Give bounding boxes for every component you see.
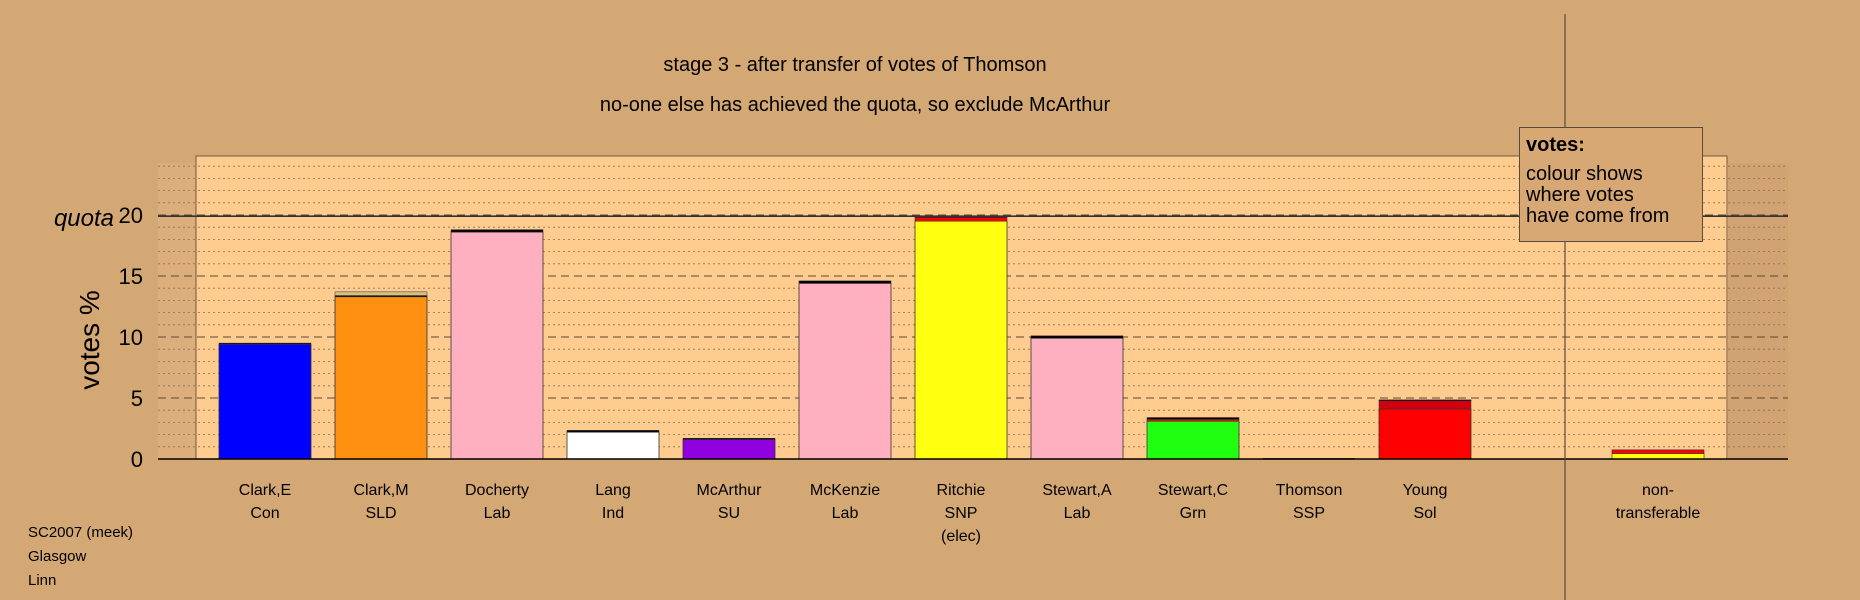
footer-line-2: Glasgow: [28, 548, 87, 565]
bar-transfer-segment: [566, 430, 660, 433]
x-label-extra: (elec): [941, 528, 981, 545]
y-tick-label: 5: [131, 386, 143, 411]
x-label-party: Lab: [484, 505, 511, 522]
bar-transfer-segment: [450, 229, 544, 233]
x-label-name: Young: [1403, 482, 1448, 499]
bar-transfer-segment: [1146, 417, 1240, 420]
bar-transfer-segment: [218, 342, 312, 345]
bar-transfer-segment: [334, 291, 428, 296]
bar-transfer-segment: [798, 280, 892, 284]
quota-label: quota: [54, 205, 114, 232]
axis: 0 5 10 15 20: [119, 14, 1788, 600]
plot-shade: [1727, 163, 1788, 459]
chart-subtitle: no-one else has achieved the quota, so e…: [600, 94, 1111, 116]
x-label-name: Clark,M: [353, 482, 408, 499]
bar-transfer-segment: [682, 438, 776, 440]
bar-transfer-segment: [1378, 399, 1472, 402]
y-axis-label: votes %: [74, 290, 105, 390]
bars: [218, 215, 1705, 460]
x-label-name: Stewart,A: [1042, 482, 1112, 499]
x-label-name: Stewart,C: [1158, 482, 1228, 499]
y-tick-label: 15: [119, 264, 143, 289]
legend: votes: colour shows where votes have com…: [1519, 127, 1703, 242]
x-label-party: SNP: [945, 505, 978, 522]
bar-transfer-segment: [1378, 400, 1472, 410]
chart-title: stage 3 - after transfer of votes of Tho…: [663, 54, 1046, 76]
bar-transfer-segment: [1146, 419, 1240, 422]
bar-stewart-c: [1146, 420, 1240, 460]
bar-young: [1378, 408, 1472, 460]
bar-stewart-a: [1030, 337, 1124, 460]
legend-title: votes:: [1526, 134, 1585, 156]
x-labels: Clark,E Con Clark,M SLD Docherty Lab Lang Ind Mc…: [239, 482, 1701, 545]
legend-line-3: have come from: [1526, 205, 1670, 227]
y-tick-label: 20: [119, 203, 143, 228]
bar-mcarthur: [682, 439, 776, 460]
x-label-party: Sol: [1413, 505, 1436, 522]
bar-clark-e: [218, 343, 312, 460]
x-label-nontransferable-2: transferable: [1616, 505, 1701, 522]
legend-line-2: where votes: [1526, 184, 1634, 206]
legend-line-1: colour shows: [1526, 163, 1643, 185]
footer-line-3: Linn: [28, 572, 57, 589]
x-label-name: Clark,E: [239, 482, 291, 499]
bar-docherty: [450, 231, 544, 460]
x-label-party: Con: [250, 505, 279, 522]
bar-lang: [566, 431, 660, 460]
footer-line-1: SC2007 (meek): [28, 524, 134, 541]
bar-ritchie: [914, 220, 1008, 460]
y-tick-label: 0: [131, 447, 143, 472]
bar-nontransferable-segment: [1611, 453, 1705, 460]
x-label-nontransferable-1: non-: [1642, 482, 1674, 499]
bar-clark-m: [334, 296, 428, 460]
x-label-name: McKenzie: [810, 482, 880, 499]
x-label-party: SSP: [1293, 505, 1325, 522]
bar-mckenzie: [798, 282, 892, 460]
x-label-party: Lab: [832, 505, 859, 522]
x-label-name: Docherty: [465, 482, 529, 499]
x-label-name: McArthur: [697, 482, 763, 499]
x-label-name: Ritchie: [937, 482, 986, 499]
x-label-party: SU: [718, 505, 740, 522]
x-label-name: Lang: [595, 482, 631, 499]
y-tick-label: 10: [119, 325, 143, 350]
x-label-name: Thomson: [1276, 482, 1343, 499]
bar-transfer-segment: [1030, 335, 1124, 339]
x-label-party: Grn: [1180, 505, 1207, 522]
x-label-party: SLD: [365, 505, 396, 522]
bar-nontransferable-segment: [1611, 449, 1705, 454]
x-label-party: Ind: [602, 505, 624, 522]
bar-transfer-segment: [914, 217, 1008, 222]
x-label-party: Lab: [1064, 505, 1091, 522]
